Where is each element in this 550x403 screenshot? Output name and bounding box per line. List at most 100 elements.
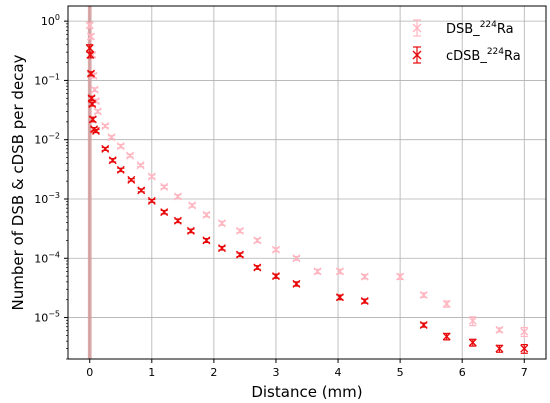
data-point	[313, 267, 322, 276]
x-tick-label: 0	[86, 366, 93, 379]
x-marker-b	[147, 172, 156, 181]
x-marker-b	[137, 186, 146, 195]
data-point	[116, 165, 125, 174]
y-tick-label: 10−4	[34, 250, 60, 265]
x-marker-b	[173, 216, 182, 225]
x-marker-b	[147, 196, 156, 205]
data-point	[292, 254, 301, 263]
data-point	[442, 332, 451, 341]
x-tick-label: 5	[397, 366, 404, 379]
y-axis-label: Number of DSB & cDSB per decay	[9, 54, 27, 310]
data-point	[147, 172, 156, 181]
x-marker-b	[313, 267, 322, 276]
x-marker-b	[160, 208, 169, 217]
series-DSB_224Ra	[85, 21, 529, 338]
data-point	[442, 299, 451, 308]
legend-marker-b	[412, 50, 422, 60]
x-marker-b	[173, 192, 182, 201]
data-point	[108, 156, 117, 165]
data-point	[468, 316, 477, 327]
data-point	[91, 127, 100, 136]
data-point	[86, 69, 95, 78]
data-point	[520, 326, 529, 338]
data-point	[126, 151, 135, 160]
data-point	[136, 161, 145, 170]
x-marker-b	[86, 32, 95, 41]
data-point	[495, 325, 504, 334]
y-tick-label: 10−1	[34, 72, 60, 87]
x-marker-b	[271, 272, 280, 281]
data-point	[520, 343, 529, 354]
x-marker-b	[136, 161, 145, 170]
x-marker-b	[101, 122, 110, 131]
x-marker-b	[90, 85, 99, 94]
y-tick-label: 100	[41, 13, 60, 28]
x-marker-b	[91, 127, 100, 136]
x-marker-b	[292, 279, 301, 288]
x-marker-b	[335, 267, 344, 276]
legend-marker-b	[412, 23, 422, 33]
x-marker-b	[419, 291, 428, 300]
x-marker-b	[292, 254, 301, 263]
x-marker-b	[235, 226, 244, 235]
data-point	[137, 186, 146, 195]
y-tick-label: 10−5	[34, 310, 60, 325]
data-point	[86, 32, 95, 41]
x-tick-label: 6	[459, 366, 466, 379]
data-point	[253, 263, 262, 272]
data-point	[147, 196, 156, 205]
data-point	[186, 226, 195, 235]
x-marker-b	[93, 107, 102, 116]
x-marker-b	[442, 332, 451, 341]
data-point	[335, 267, 344, 276]
x-marker-b	[86, 69, 95, 78]
x-marker-b	[419, 320, 428, 329]
legend-label: cDSB_224Ra	[446, 47, 521, 64]
x-marker-b	[335, 293, 344, 302]
x-marker-b	[253, 263, 262, 272]
data-point	[127, 175, 136, 184]
data-point	[360, 272, 369, 281]
data-point	[202, 210, 211, 219]
x-marker-b	[186, 226, 195, 235]
series-cDSB_224Ra	[85, 44, 529, 354]
x-marker-b	[253, 236, 262, 245]
x-marker-b	[85, 44, 94, 53]
data-point	[217, 219, 226, 228]
x-marker-b	[468, 338, 477, 347]
x-marker-b	[160, 182, 169, 191]
x-marker-b	[108, 156, 117, 165]
x-tick-label: 4	[335, 366, 342, 379]
x-marker-b	[360, 272, 369, 281]
x-marker-b	[520, 344, 529, 353]
x-marker-b	[86, 50, 95, 59]
y-axis-ticks: 10−5 10−4 10−3 10−2 10−1 100	[34, 13, 68, 360]
x-tick-label: 3	[272, 366, 279, 379]
data-point	[235, 250, 244, 259]
x-marker-b	[126, 151, 135, 160]
data-point	[495, 344, 504, 353]
data-point	[107, 133, 116, 142]
data-point	[88, 100, 97, 109]
data-point	[292, 279, 301, 288]
data-point	[188, 201, 197, 210]
x-marker-b	[360, 297, 369, 306]
data-point	[101, 144, 110, 153]
x-axis-label: Distance (mm)	[251, 383, 362, 401]
data-point	[173, 192, 182, 201]
legend-entry: DSB_224Ra	[412, 19, 514, 37]
data-point	[173, 216, 182, 225]
data-point	[90, 85, 99, 94]
series-layer	[85, 21, 529, 354]
legend-label: DSB_224Ra	[446, 20, 514, 37]
x-tick-label: 7	[521, 366, 528, 379]
x-marker-b	[271, 245, 280, 254]
x-marker-b	[107, 133, 116, 142]
data-point	[253, 236, 262, 245]
x-tick-label: 1	[148, 366, 155, 379]
data-point	[93, 107, 102, 116]
data-point	[235, 226, 244, 235]
data-point	[86, 50, 95, 59]
data-point	[85, 21, 94, 30]
x-tick-label: 2	[210, 366, 217, 379]
